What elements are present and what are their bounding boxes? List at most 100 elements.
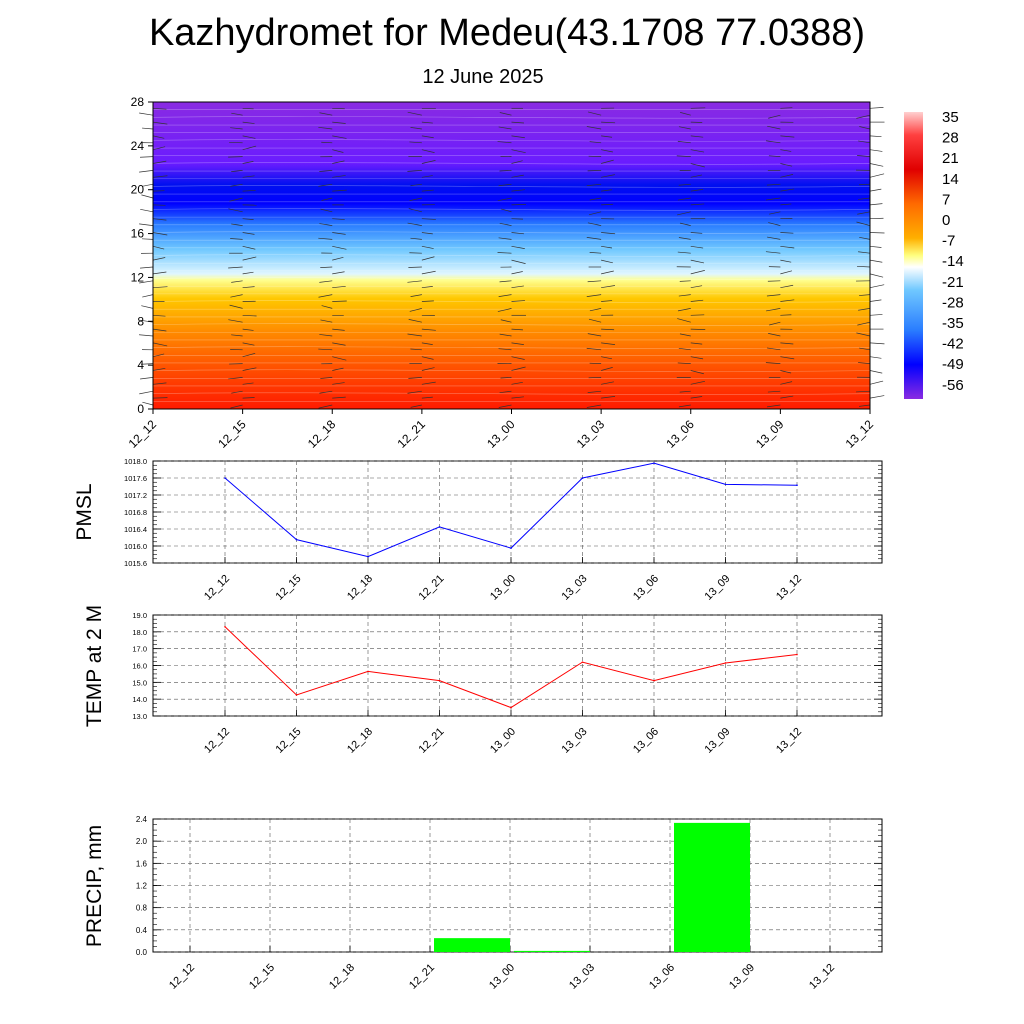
wind-barb <box>407 390 422 394</box>
wind-barb <box>242 175 255 178</box>
x-tick-label: 13_09 <box>753 417 787 451</box>
y-tick-label: 12 <box>131 270 145 284</box>
wind-barb <box>511 189 525 192</box>
wind-barb <box>421 356 434 360</box>
wind-barb <box>242 256 257 261</box>
wind-barb <box>230 294 243 298</box>
wind-barb <box>152 328 167 332</box>
colorbar-label: 35 <box>942 109 959 126</box>
wind-barb <box>677 197 691 201</box>
wind-barb <box>869 245 882 248</box>
wind-barb <box>780 188 795 192</box>
data-point <box>724 662 727 664</box>
data-point <box>438 526 441 528</box>
x-tick-label: 13_06 <box>631 573 661 603</box>
wind-barb <box>765 362 781 364</box>
wind-barb <box>332 189 347 192</box>
wind-barb <box>332 396 346 399</box>
wind-barb <box>332 218 345 220</box>
wind-barb <box>321 197 333 201</box>
wind-barb <box>500 319 512 323</box>
wind-barb <box>332 175 346 178</box>
wind-barb <box>601 342 616 345</box>
wind-barb <box>859 347 871 351</box>
wind-barb <box>678 126 691 130</box>
wind-barb <box>857 211 871 215</box>
y-tick-label: 16.0 <box>132 662 147 671</box>
wind-barb <box>499 333 512 337</box>
y-tick-label: 24 <box>131 139 145 153</box>
data-point <box>438 679 441 682</box>
wind-barb <box>321 305 333 309</box>
wind-barb <box>142 183 154 187</box>
wind-barb <box>421 149 435 153</box>
isoline <box>152 300 871 303</box>
wind-barb <box>511 356 525 360</box>
wind-barb <box>229 304 243 309</box>
wind-barb <box>869 342 885 345</box>
wind-barb <box>677 308 691 312</box>
wind-barb <box>410 404 422 408</box>
wind-barb <box>421 160 436 164</box>
y-tick-label: 1.2 <box>136 882 148 891</box>
isoline <box>152 277 871 280</box>
wind-barb <box>421 270 436 275</box>
wind-barb <box>690 259 705 264</box>
wind-barb <box>511 381 523 385</box>
wind-barb <box>139 156 154 158</box>
wind-barb <box>242 135 256 139</box>
chart-title: Kazhydromet for Medeu(43.1708 77.0388) <box>148 12 866 54</box>
isoline <box>152 208 871 211</box>
y-tick-label: 1.6 <box>136 859 148 868</box>
wind-barb <box>408 377 422 379</box>
wind-barb <box>858 183 871 186</box>
data-point <box>510 547 512 549</box>
wind-barb <box>768 155 781 157</box>
x-tick-label: 12_18 <box>305 417 339 451</box>
wind-barb <box>601 285 616 289</box>
wind-barb <box>319 170 333 172</box>
y-tick-label: 0.8 <box>136 904 148 913</box>
wind-barb <box>318 404 333 409</box>
wind-barb <box>690 342 703 345</box>
x-tick-label: 12_15 <box>247 962 277 992</box>
wind-barb <box>497 141 512 144</box>
wind-barb <box>780 163 793 167</box>
y-tick-label: 18.0 <box>132 628 147 637</box>
wind-barb <box>152 367 166 371</box>
wind-barb <box>152 121 168 125</box>
wind-barb <box>152 160 167 164</box>
wind-barb <box>869 273 884 278</box>
wind-barb <box>869 356 882 359</box>
wind-barb <box>332 271 345 275</box>
temp-plot: 19.0 18.0 17.0 16.0 15.0 14.0 13.0 12_12 12_15 12… <box>83 605 883 756</box>
wind-barb <box>690 356 704 360</box>
wind-barb <box>421 245 434 249</box>
wind-barb <box>586 347 602 351</box>
wind-barb <box>679 333 691 337</box>
wind-barb <box>858 197 871 200</box>
wind-barb <box>869 232 885 234</box>
wind-barb <box>766 347 781 351</box>
wind-barb <box>152 397 168 399</box>
x-tick-label: 13_12 <box>843 417 877 451</box>
wind-barb <box>320 319 333 323</box>
wind-barb <box>421 342 433 345</box>
wind-barb <box>780 135 795 138</box>
wind-barb <box>421 256 435 261</box>
wind-barb <box>511 121 524 124</box>
wind-barb <box>857 155 871 157</box>
x-tick-label: 12_18 <box>345 726 375 756</box>
isoline <box>152 139 871 142</box>
pmsl-plot: 1018.0 1017.6 1017.2 1016.8 1016.4 1016.0 1015… <box>73 457 883 603</box>
y-tick-label: 1017.2 <box>124 491 147 500</box>
wind-barb <box>142 294 154 298</box>
y-tick-label: 1016.8 <box>124 508 147 517</box>
wind-barb <box>242 382 254 385</box>
wind-barb <box>319 223 333 226</box>
wind-barb <box>228 208 243 213</box>
wind-barb <box>320 208 333 213</box>
wind-barb <box>680 112 691 116</box>
wind-barb <box>498 294 512 297</box>
wind-barb <box>767 125 781 130</box>
